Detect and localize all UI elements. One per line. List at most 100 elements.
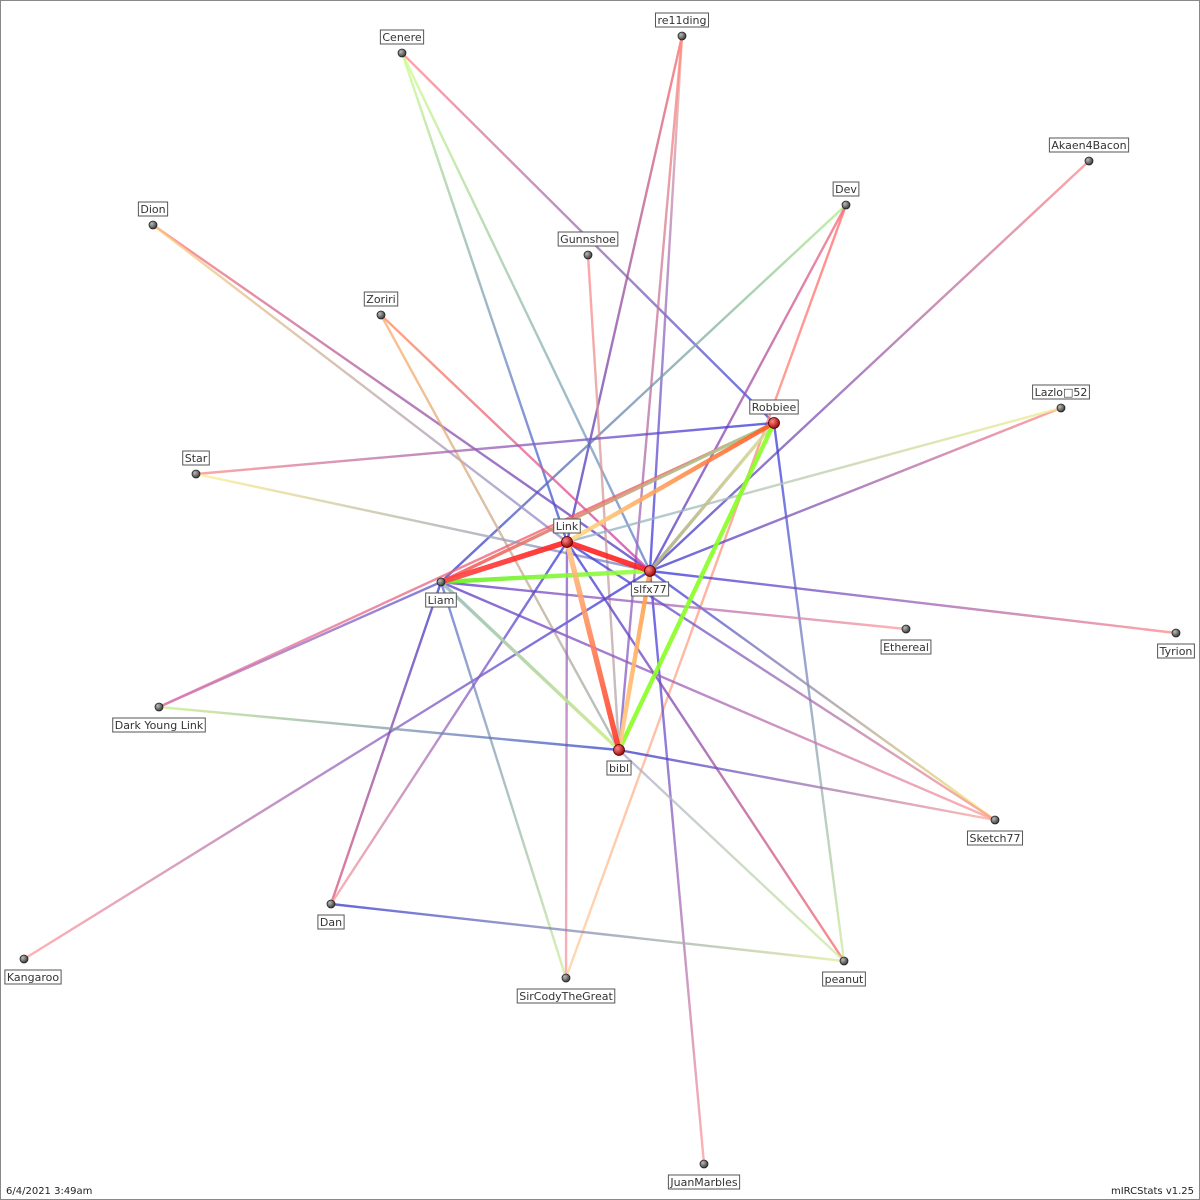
label-box-dion (137, 201, 169, 217)
label-text-cenere: Cenere (382, 31, 421, 44)
node-juanmarbles (699, 1159, 709, 1169)
label-bibl: bibl (606, 760, 632, 776)
label-akaen4bacon: Akaen4Bacon (1048, 137, 1130, 153)
label-text-tyrion: Tyrion (1159, 645, 1193, 658)
edge-zoriri-slfx77 (379, 313, 652, 573)
edge-dion-link (151, 223, 569, 544)
label-lazlo52: Lazlo□52 (1032, 384, 1090, 400)
label-re11ding: re11ding (654, 12, 710, 28)
label-box-kangaroo (4, 969, 62, 985)
edge-liam-ethereal (439, 580, 908, 631)
edge-link-liam (438, 539, 570, 585)
edge-liam-bibl (439, 580, 621, 752)
label-juanmarbles: JuanMarbles (667, 1174, 741, 1190)
edge-slfx77-juanmarbles (648, 569, 706, 1166)
label-box-tyrion (1157, 643, 1195, 659)
node-star (191, 469, 201, 479)
edge-dev-liam (439, 203, 848, 584)
edge-re11ding-bibl (617, 34, 684, 752)
label-text-lazlo52: Lazlo□52 (1035, 386, 1088, 399)
edge-re11ding-link (565, 34, 684, 544)
label-kangaroo: Kangaroo (4, 969, 62, 985)
label-text-juanmarbles: JuanMarbles (669, 1176, 737, 1189)
nodes-layer (19, 31, 1181, 1169)
edges-layer (22, 34, 1178, 1166)
edge-liam-sketch77 (439, 580, 997, 822)
label-dev: Dev (832, 181, 860, 197)
label-text-dev: Dev (835, 183, 857, 196)
edge-slfx77-bibl (616, 568, 653, 753)
node-re11ding (677, 31, 687, 41)
node-darkyounglink (154, 702, 164, 712)
label-box-re11ding (654, 12, 710, 28)
edge-lazlo52-slfx77 (648, 406, 1063, 573)
edge-link-peanut (565, 540, 846, 963)
node-robbiee (768, 417, 780, 429)
edge-cenere-slfx77 (400, 51, 652, 573)
label-text-sketch77: Sketch77 (969, 832, 1020, 845)
label-box-dev (832, 181, 860, 197)
edge-darkyounglink-bibl (157, 705, 621, 752)
label-box-darkyounglink (112, 717, 206, 733)
label-text-dion: Dion (140, 203, 165, 216)
edge-link-sircodythegreat (564, 540, 569, 980)
label-text-darkyounglink: Dark Young Link (115, 719, 204, 732)
node-sketch77 (990, 815, 1000, 825)
edge-link-dan (329, 540, 569, 906)
edge-re11ding-slfx77 (648, 34, 684, 573)
edge-robbiee-bibl (616, 420, 777, 753)
edge-liam-robbiee (439, 421, 776, 584)
label-text-bibl: bibl (609, 762, 629, 775)
label-tyrion: Tyrion (1157, 643, 1195, 659)
node-gunnshoe (583, 250, 593, 260)
label-box-akaen4bacon (1048, 137, 1130, 153)
node-link (561, 536, 573, 548)
label-cenere: Cenere (379, 29, 425, 45)
label-text-star: Star (185, 452, 208, 465)
edge-bibl-sketch77 (617, 748, 997, 822)
edge-zoriri-bibl (379, 313, 621, 752)
label-box-star (182, 450, 210, 466)
label-box-sircodythegreat (516, 988, 616, 1004)
label-text-re11ding: re11ding (657, 14, 706, 27)
label-text-liam: Liam (428, 594, 455, 607)
label-sircodythegreat: SirCodyTheGreat (516, 988, 616, 1004)
credit-text: mIRCStats v1.25 (1110, 1186, 1194, 1197)
label-text-slfx77: slfx77 (633, 583, 666, 596)
edge-dev-slfx77 (648, 203, 848, 573)
edge-liam-slfx77 (438, 568, 653, 585)
label-slfx77: slfx77 (630, 581, 670, 597)
label-text-robbiee: Robbiee (752, 401, 797, 414)
node-bibl (613, 744, 625, 756)
node-kangaroo (19, 954, 29, 964)
label-text-zoriri: Zoriri (366, 293, 395, 306)
label-box-cenere (379, 29, 425, 45)
label-box-liam (425, 592, 457, 608)
edge-link-robbiee (564, 420, 777, 545)
edge-link-bibl (564, 539, 622, 753)
label-text-kangaroo: Kangaroo (7, 971, 59, 984)
labels-layer: Cenere re11ding Akaen4Bacon Dev Dion Gunnshoe… (4, 12, 1195, 1190)
label-box-lazlo52 (1032, 384, 1090, 400)
label-box-gunnshoe (557, 231, 619, 247)
label-box-dan (317, 914, 345, 930)
node-slfx77 (644, 565, 656, 577)
label-text-link: Link (556, 520, 579, 533)
edge-dev-sircodythegreat (564, 203, 848, 980)
node-tyrion (1171, 628, 1181, 638)
label-box-slfx77 (630, 581, 670, 597)
edge-dion-slfx77 (151, 223, 652, 573)
node-sircodythegreat (561, 973, 571, 983)
label-box-peanut (822, 971, 866, 987)
edge-slfx77-tyrion (648, 569, 1178, 635)
label-link: Link (553, 518, 581, 534)
edge-dan-peanut (329, 902, 846, 963)
label-box-juanmarbles (667, 1174, 741, 1190)
label-box-sketch77 (966, 830, 1024, 846)
label-dan: Dan (317, 914, 345, 930)
edge-liam-sircodythegreat (439, 580, 568, 980)
edge-liam-dan (329, 580, 443, 906)
label-ethereal: Ethereal (880, 639, 932, 655)
label-box-bibl (606, 760, 632, 776)
